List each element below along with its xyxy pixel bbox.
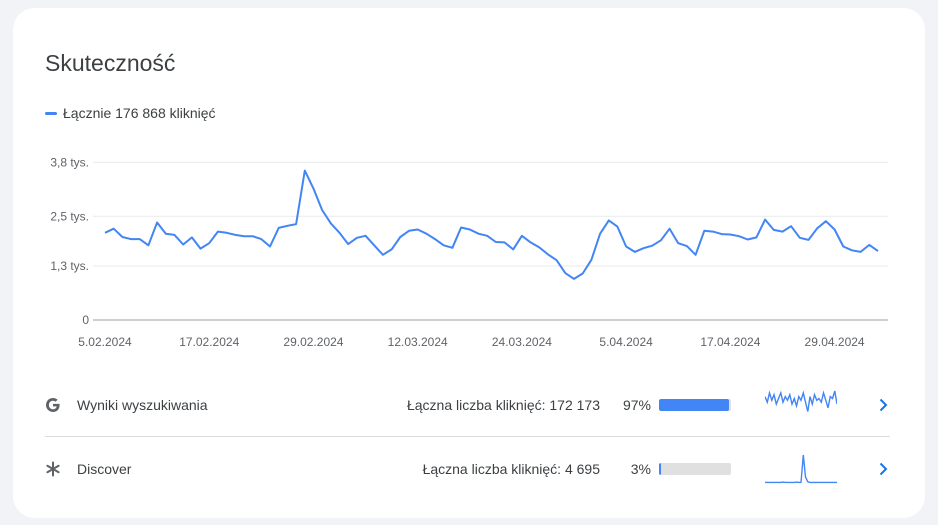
y-tick-label: 3,8 tys.	[50, 155, 89, 169]
percent-bar-fill	[659, 399, 729, 411]
row-divider	[45, 436, 890, 437]
row-name: Discover	[77, 461, 132, 477]
row-discover[interactable]: Discover Łączna liczba kliknięć: 4 695 3…	[45, 438, 890, 500]
row-search-results[interactable]: Wyniki wyszukiwania Łączna liczba klikni…	[45, 374, 890, 436]
row-clicks: Łączna liczba kliknięć: 4 695	[422, 461, 600, 477]
row-percent: 97%	[622, 397, 651, 413]
legend-label: Łącznie 176 868 kliknięć	[63, 105, 216, 121]
legend-swatch	[45, 111, 57, 115]
sparkline	[765, 454, 837, 484]
card-title: Skuteczność	[45, 50, 176, 76]
y-tick-label: 0	[82, 313, 89, 327]
x-tick-label: 29.02.2024	[283, 335, 343, 349]
asterisk-icon	[46, 461, 60, 477]
chart-legend[interactable]: Łącznie 176 868 kliknięć	[45, 104, 216, 122]
google-g-icon	[46, 398, 60, 412]
y-tick-label: 1,3 tys.	[50, 259, 89, 273]
x-tick-label: 17.02.2024	[179, 335, 239, 349]
sparkline	[765, 390, 837, 412]
x-tick-label: 29.04.2024	[805, 335, 865, 349]
performance-card: Skuteczność Łącznie 176 868 kliknięć 0 1,…	[13, 8, 925, 518]
percent-bar	[659, 463, 731, 475]
sparkline-line	[765, 390, 837, 412]
percent-bar	[659, 399, 731, 411]
row-clicks: Łączna liczba kliknięć: 172 173	[406, 397, 600, 413]
chevron-right-icon[interactable]	[875, 397, 891, 413]
chevron-right-icon[interactable]	[875, 461, 891, 477]
row-percent: 3%	[630, 461, 651, 477]
y-tick-label: 2,5 tys.	[50, 209, 89, 223]
clicks-line-chart: 0 1,3 tys. 2,5 tys. 3,8 tys. 5.02.2024 17.02.…	[50, 155, 888, 349]
x-tick-label: 5.04.2024	[599, 335, 653, 349]
x-tick-label: 17.04.2024	[700, 335, 760, 349]
x-tick-label: 12.03.2024	[388, 335, 448, 349]
percent-bar-fill	[659, 463, 662, 475]
x-tick-label: 24.03.2024	[492, 335, 552, 349]
series-line	[104, 169, 879, 280]
sparkline-line	[765, 454, 837, 484]
row-name: Wyniki wyszukiwania	[77, 397, 208, 413]
x-tick-label: 5.02.2024	[78, 335, 132, 349]
